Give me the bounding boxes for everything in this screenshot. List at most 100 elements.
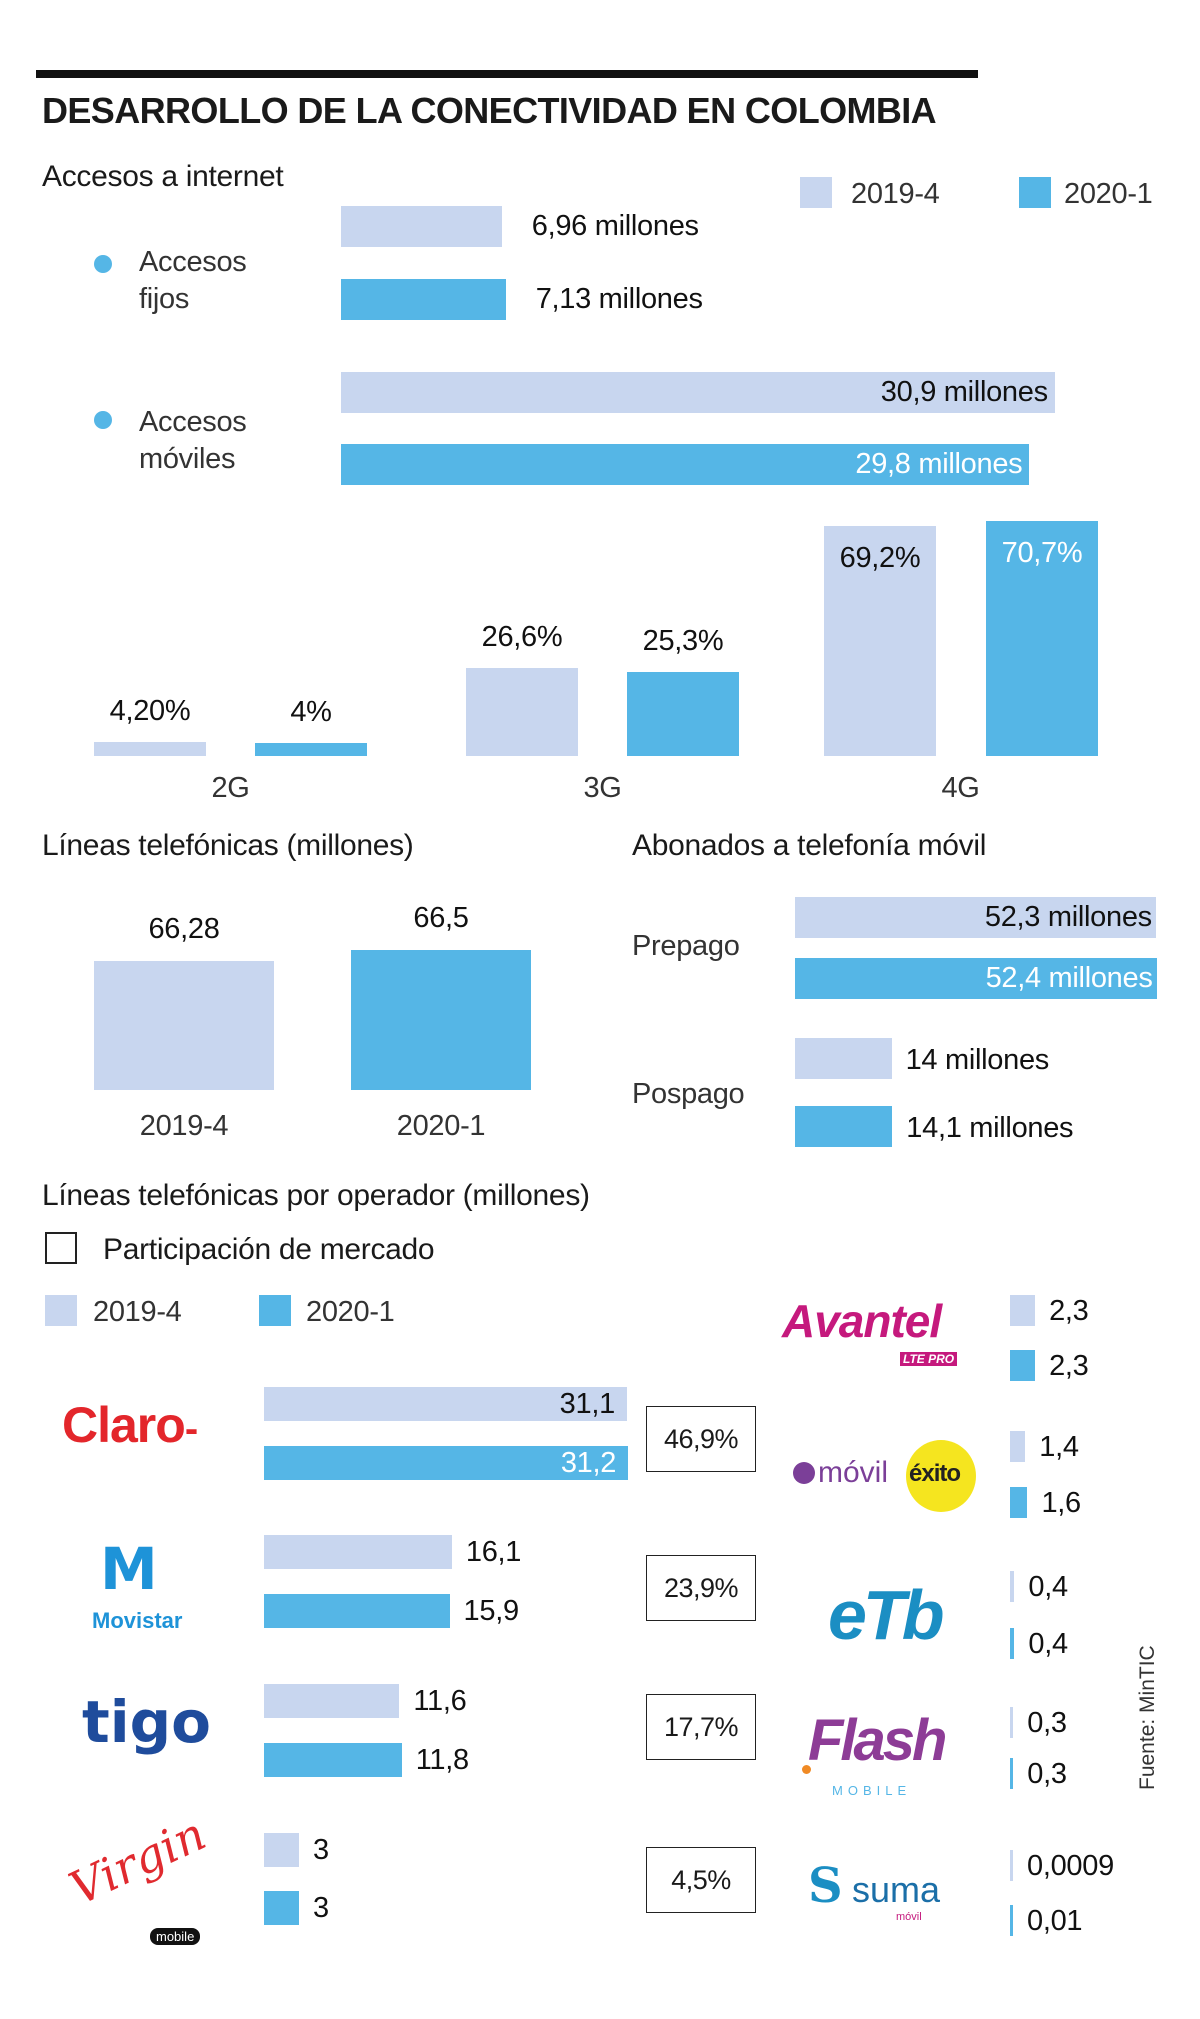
legend-swatch-2019-4 [800, 177, 832, 208]
data-label: 11,8 [415, 1744, 469, 1776]
avantel-logo: Avantel [782, 1295, 942, 1347]
bar [1010, 1431, 1026, 1462]
claro-logo: Claro- [62, 1397, 198, 1453]
data-label: 66,5 [413, 902, 469, 934]
category-prepago: Prepago [632, 930, 740, 962]
category-label: 2019-4 [139, 1110, 229, 1142]
data-label: 3 [313, 1892, 329, 1924]
bar [1010, 1850, 1013, 1881]
data-label: 1,4 [1039, 1431, 1079, 1463]
bar [1010, 1905, 1013, 1936]
movil-logo-icon [793, 1462, 815, 1484]
bar [264, 1891, 299, 1925]
flash-logo-sub: MOBILE [832, 1783, 912, 1798]
bar [351, 950, 531, 1090]
market-share-box: 4,5% [646, 1847, 756, 1913]
suma-logo: suma [852, 1869, 941, 1910]
category-label: 3G [583, 772, 622, 804]
data-label: 30,9 millones [880, 376, 1048, 408]
flash-logo: Flash [808, 1708, 947, 1773]
category-fixed-line2: fijos [139, 283, 190, 315]
top-rule [36, 70, 978, 78]
bar [341, 279, 506, 320]
bar [1010, 1350, 1036, 1381]
bar [795, 958, 1157, 999]
bar [264, 1535, 452, 1569]
movistar-logo-m: M [100, 1535, 158, 1603]
etb-logo: eTb [828, 1576, 944, 1654]
bar [264, 1446, 629, 1480]
movistar-logo: Movistar [92, 1608, 183, 1633]
bar [1010, 1571, 1015, 1602]
data-label: 0,3 [1027, 1758, 1067, 1790]
bar [466, 667, 578, 756]
exito-logo: éxito [909, 1460, 961, 1487]
data-label: 16,1 [465, 1536, 522, 1568]
bar [795, 1038, 892, 1079]
data-label: 0,0009 [1027, 1850, 1114, 1882]
data-label: 7,13 millones [535, 283, 703, 315]
data-label: 31,2 [560, 1447, 617, 1479]
bullet-icon [94, 255, 112, 273]
data-label: 14 millones [905, 1044, 1050, 1076]
bar [255, 742, 367, 756]
legend-swatch-2019-4 [45, 1295, 77, 1326]
legend-swatch-2020-1 [1019, 177, 1051, 208]
bar [264, 1833, 299, 1867]
bar [1010, 1295, 1036, 1326]
bar [986, 521, 1098, 756]
bar [824, 526, 936, 756]
data-label: 66,28 [148, 913, 220, 945]
data-label: 15,9 [463, 1595, 520, 1627]
category-fixed-line1: Accesos [139, 246, 247, 278]
data-label: 69,2% [839, 542, 921, 575]
data-label: 29,8 millones [855, 448, 1023, 480]
bar [795, 897, 1156, 938]
legend-label-2020-1: 2020-1 [306, 1296, 395, 1328]
bar [1010, 1758, 1014, 1789]
bar [1010, 1628, 1015, 1659]
data-label: 25,3% [642, 625, 724, 657]
legend-label-2019-4: 2019-4 [851, 178, 940, 210]
data-label: 70,7% [1001, 537, 1083, 570]
data-label: 2,3 [1049, 1350, 1089, 1382]
legend-label-2019-4: 2019-4 [93, 1296, 182, 1328]
data-label: 3 [313, 1834, 329, 1866]
bullet-icon [94, 411, 112, 429]
category-mobile-line1: Accesos [139, 406, 247, 438]
bar [264, 1743, 402, 1777]
bar [1010, 1487, 1028, 1518]
data-label: 0,4 [1028, 1571, 1068, 1603]
data-label: 4,20% [109, 695, 191, 728]
source-note: Fuente: MinTIC [1136, 1645, 1159, 1790]
market-share-legend-label: Participación de mercado [103, 1233, 435, 1266]
flash-logo-dot [802, 1765, 811, 1774]
data-label: 0,3 [1027, 1707, 1067, 1739]
internet-title: Accesos a internet [42, 160, 284, 193]
data-label: 14,1 millones [906, 1112, 1074, 1144]
legend-label-2020-1: 2020-1 [1064, 178, 1153, 210]
data-label: 52,3 millones [984, 901, 1152, 933]
data-label: 0,4 [1028, 1628, 1068, 1660]
virgin-logo-sub: mobile [150, 1928, 201, 1945]
data-label: 1,6 [1041, 1487, 1081, 1519]
exito-logo-circle [906, 1440, 976, 1512]
market-share-box: 23,9% [646, 1555, 756, 1621]
category-label: 2G [211, 772, 250, 804]
market-share-legend-box [45, 1232, 77, 1264]
bar [341, 206, 502, 247]
bar [94, 742, 206, 756]
data-label: 52,4 millones [985, 962, 1153, 994]
avantel-logo-sub: LTE PRO [900, 1352, 958, 1366]
data-label: 11,6 [413, 1685, 467, 1717]
market-share-box: 46,9% [646, 1406, 756, 1472]
suma-logo-icon: S [808, 1858, 843, 1914]
bar [795, 1106, 893, 1147]
bar [1010, 1707, 1014, 1738]
data-label: 0,01 [1027, 1905, 1083, 1937]
category-label: 4G [941, 772, 980, 804]
data-label: 31,1 [559, 1388, 616, 1420]
virgin-logo: Virgin [61, 1806, 214, 1916]
tigo-logo: tigo [82, 1688, 211, 1756]
